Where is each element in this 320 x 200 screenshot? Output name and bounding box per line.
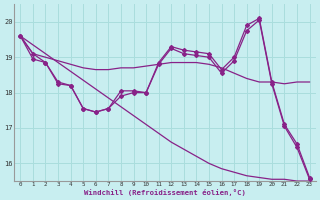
X-axis label: Windchill (Refroidissement éolien,°C): Windchill (Refroidissement éolien,°C)	[84, 189, 246, 196]
